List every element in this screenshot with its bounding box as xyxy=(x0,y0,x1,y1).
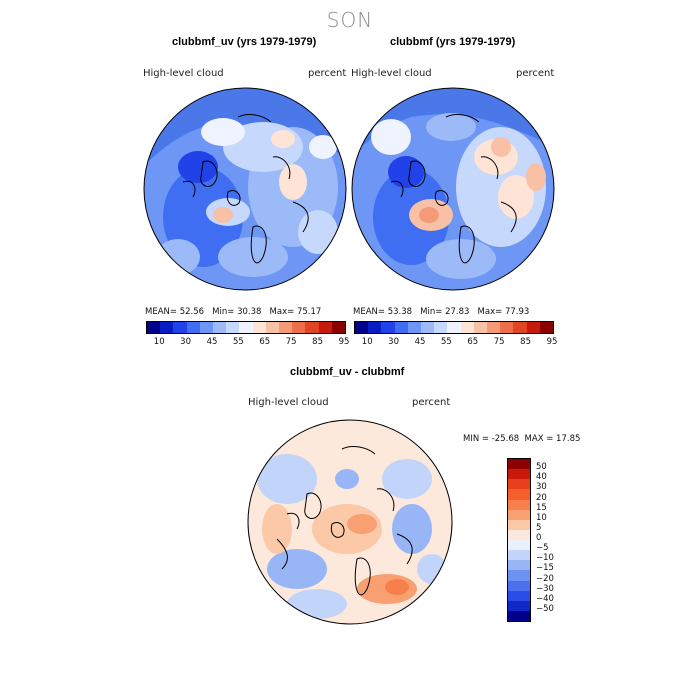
panel1-units-label: percent xyxy=(308,68,347,79)
panel1-polar-map xyxy=(143,87,347,291)
colorbar-tick-label: −30 xyxy=(536,583,554,594)
colorbar-swatch xyxy=(539,322,554,333)
diff-polar-map xyxy=(247,419,453,625)
colorbar-tick-label: −15 xyxy=(536,563,554,574)
colorbar-swatch xyxy=(368,322,382,333)
colorbar-tick-label: −5 xyxy=(536,543,549,554)
colorbar-swatch xyxy=(508,529,530,540)
colorbar-tick-label: −40 xyxy=(536,593,554,604)
colorbar-swatch xyxy=(508,499,530,510)
diff-colorbar xyxy=(507,458,531,622)
colorbar-swatch xyxy=(355,322,369,333)
colorbar-swatch xyxy=(331,322,346,333)
colorbar-swatch xyxy=(508,610,530,621)
colorbar-tick-label: 10 xyxy=(361,337,373,347)
colorbar-swatch xyxy=(213,322,227,333)
colorbar-swatch xyxy=(186,322,200,333)
colorbar-tick-label: −50 xyxy=(536,603,554,614)
colorbar-tick-label: 20 xyxy=(536,492,547,503)
panel2-colorbar-ticks: 10 30 45 55 65 75 85 95 xyxy=(354,337,558,349)
colorbar-swatch xyxy=(508,519,530,530)
panel2-units-label: percent xyxy=(516,68,555,79)
diff-stats: MIN = -25.68 MAX = 17.85 xyxy=(463,434,581,444)
colorbar-tick-label: 45 xyxy=(206,337,218,347)
colorbar-swatch xyxy=(199,322,214,333)
colorbar-swatch xyxy=(508,550,530,561)
colorbar-swatch xyxy=(508,469,530,480)
colorbar-swatch xyxy=(147,322,161,333)
page-title: SON xyxy=(326,8,374,32)
colorbar-swatch xyxy=(239,322,253,333)
colorbar-tick-label: 30 xyxy=(388,337,399,347)
panel1-variable-label: High-level cloud xyxy=(143,68,224,79)
diff-variable-label: High-level cloud xyxy=(248,397,329,408)
panel2-stats: MEAN= 53.38 Min= 27.83 Max= 77.93 xyxy=(353,307,530,317)
colorbar-swatch xyxy=(279,322,293,333)
colorbar-swatch xyxy=(421,322,435,333)
panel2-polar-map xyxy=(351,87,555,291)
colorbar-swatch xyxy=(407,322,422,333)
colorbar-tick-label: 40 xyxy=(536,472,547,483)
panel1-title: clubbmf_uv (yrs 1979-1979) xyxy=(172,36,317,48)
colorbar-swatch xyxy=(508,509,530,520)
panel1-colorbar xyxy=(146,321,346,334)
colorbar-tick-label: −20 xyxy=(536,573,554,584)
colorbar-tick-label: 95 xyxy=(338,337,350,347)
colorbar-swatch xyxy=(252,322,266,333)
colorbar-swatch xyxy=(508,600,530,611)
colorbar-swatch xyxy=(508,560,530,571)
colorbar-tick-label: 10 xyxy=(153,337,165,347)
colorbar-swatch xyxy=(508,479,530,490)
colorbar-swatch xyxy=(473,322,488,333)
colorbar-swatch xyxy=(447,322,461,333)
colorbar-swatch xyxy=(265,322,280,333)
panel2-variable-label: High-level cloud xyxy=(351,68,432,79)
colorbar-tick-label: 5 xyxy=(536,522,542,533)
colorbar-swatch xyxy=(508,580,530,591)
colorbar-swatch xyxy=(513,322,527,333)
colorbar-swatch xyxy=(292,322,306,333)
colorbar-tick-label: 10 xyxy=(536,512,547,523)
colorbar-tick-label: 95 xyxy=(546,337,558,347)
colorbar-tick-label: 30 xyxy=(180,337,191,347)
colorbar-swatch xyxy=(526,322,540,333)
diff-colorbar-ticks: 50 40 30 20 15 10 5 0 −5 −10 −15 −20 −30 −40 −50 xyxy=(536,458,576,620)
diff-units-label: percent xyxy=(412,397,451,408)
colorbar-tick-label: 65 xyxy=(259,337,271,347)
panel1-stats: MEAN= 52.56 Min= 30.38 Max= 75.17 xyxy=(145,307,322,317)
colorbar-swatch xyxy=(508,540,530,551)
colorbar-swatch xyxy=(434,322,448,333)
colorbar-swatch xyxy=(305,322,319,333)
panel2-colorbar xyxy=(354,321,554,334)
colorbar-tick-label: 75 xyxy=(285,337,297,347)
panel1-colorbar-ticks: 10 30 45 55 65 75 85 95 xyxy=(146,337,350,349)
colorbar-tick-label: 65 xyxy=(467,337,479,347)
colorbar-tick-label: 85 xyxy=(312,337,323,347)
colorbar-tick-label: 55 xyxy=(232,337,244,347)
colorbar-swatch xyxy=(460,322,474,333)
colorbar-swatch xyxy=(318,322,332,333)
colorbar-swatch xyxy=(487,322,501,333)
diff-title: clubbmf_uv - clubbmf xyxy=(290,366,405,378)
colorbar-tick-label: 0 xyxy=(536,533,542,543)
colorbar-tick-label: 50 xyxy=(536,462,547,473)
colorbar-tick-label: 75 xyxy=(493,337,505,347)
colorbar-swatch xyxy=(508,489,530,500)
colorbar-swatch xyxy=(226,322,240,333)
colorbar-swatch xyxy=(381,322,395,333)
colorbar-swatch xyxy=(160,322,174,333)
colorbar-tick-label: 15 xyxy=(536,502,547,513)
colorbar-tick-label: −10 xyxy=(536,553,554,564)
colorbar-swatch xyxy=(508,570,530,581)
colorbar-tick-label: 55 xyxy=(440,337,452,347)
colorbar-swatch xyxy=(508,459,530,470)
colorbar-swatch xyxy=(173,322,187,333)
colorbar-tick-label: 45 xyxy=(414,337,426,347)
colorbar-swatch xyxy=(500,322,514,333)
colorbar-tick-label: 30 xyxy=(536,482,547,493)
panel2-title: clubbmf (yrs 1979-1979) xyxy=(390,36,516,48)
colorbar-swatch xyxy=(394,322,408,333)
colorbar-tick-label: 85 xyxy=(520,337,531,347)
colorbar-swatch xyxy=(508,590,530,601)
